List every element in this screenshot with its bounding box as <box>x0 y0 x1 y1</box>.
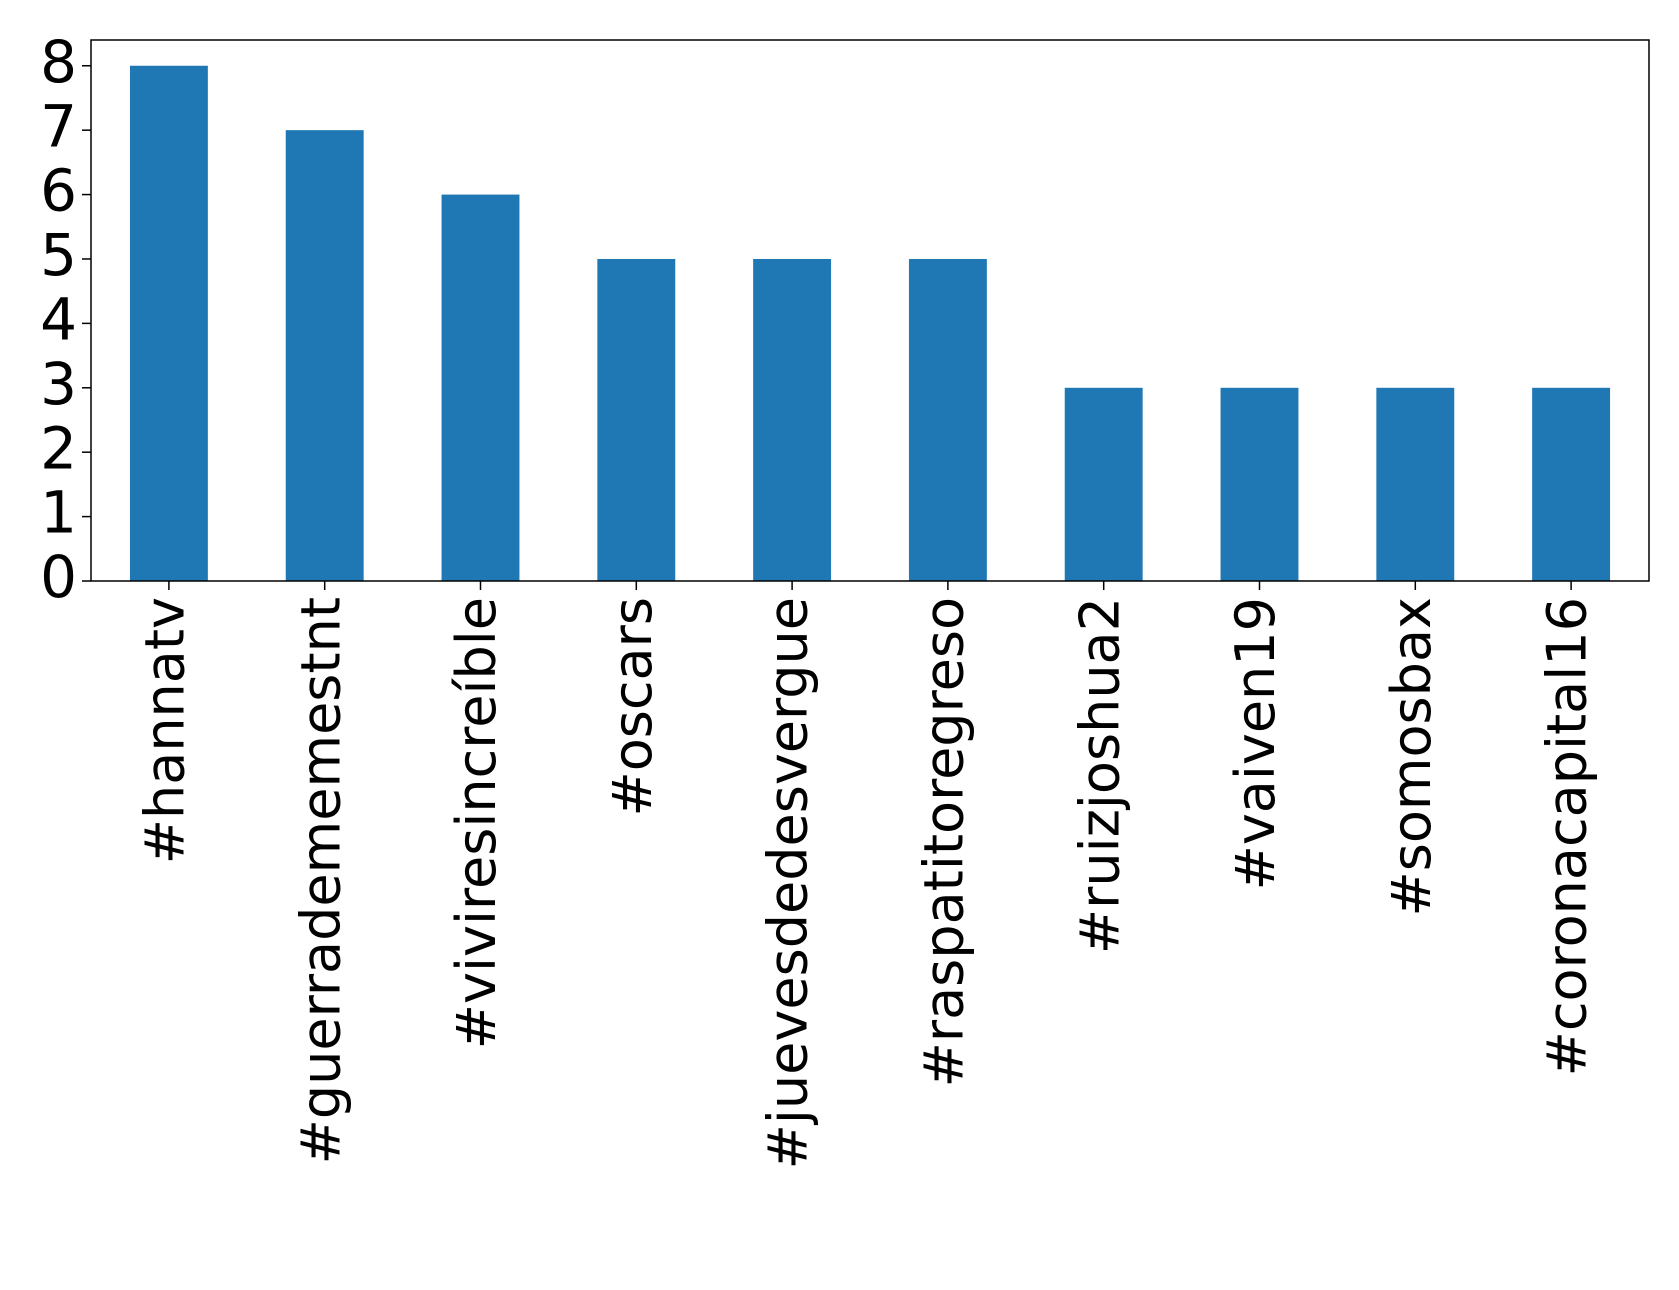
x-tick-label: #hannatv <box>134 597 197 864</box>
x-tick-label: #ruizjoshua2 <box>1068 597 1131 954</box>
bar <box>441 194 520 582</box>
plot-frame <box>90 39 1650 582</box>
bar <box>1376 387 1455 581</box>
y-tick-label: 6 <box>40 157 77 225</box>
x-tick-label: #guerradememestnt <box>289 597 352 1164</box>
bar <box>1532 387 1611 581</box>
x-tick-label: #vaiven19 <box>1224 597 1287 890</box>
bar <box>285 130 364 581</box>
y-tick-label: 5 <box>40 221 77 289</box>
x-tick-label: #juevesdedesvergue <box>757 597 820 1169</box>
x-tick-label: #somosbax <box>1380 597 1443 917</box>
x-tick-label: #oscars <box>601 597 664 817</box>
bar <box>597 258 676 581</box>
bar <box>908 258 987 581</box>
y-tick-label: 2 <box>40 414 77 482</box>
bar <box>1064 387 1143 581</box>
x-tick-label: #raspatitoregreso <box>913 597 976 1087</box>
y-tick-label: 0 <box>40 543 77 611</box>
y-tick-label: 8 <box>40 28 77 96</box>
bar <box>1220 387 1299 581</box>
bar <box>129 65 208 581</box>
y-tick-label: 7 <box>40 92 77 160</box>
y-tick-label: 1 <box>40 479 77 547</box>
x-tick-label: #coronacapital16 <box>1536 597 1599 1076</box>
y-tick-label: 4 <box>40 285 77 353</box>
y-tick-label: 3 <box>40 350 77 418</box>
x-tick-label: #viviresincreíble <box>445 597 508 1049</box>
bar <box>753 258 832 581</box>
